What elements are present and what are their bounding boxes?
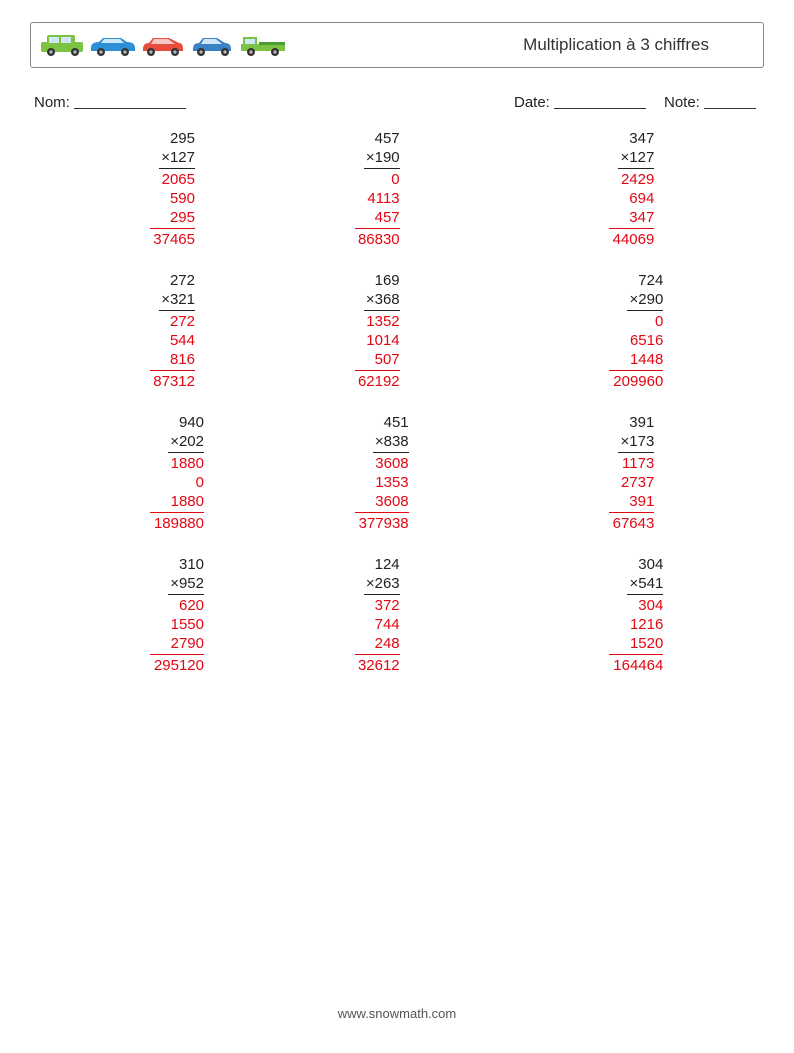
problem-cell: 347 ×127 2429 69434744069 [519,129,734,249]
car-icon [139,32,187,58]
multiplication-problem: 310 ×952 620 15502790295120 [150,555,204,675]
name-field: Nom: [34,92,514,111]
problems-grid: 295 ×127 2065 59029537465 457 ×190 04113… [90,129,734,675]
note-label: Note: [664,94,700,111]
multiplication-problem: 304 ×541 304 12161520164464 [609,555,663,675]
problem-cell: 295 ×127 2065 59029537465 [90,129,305,249]
problem-cell: 940 ×202 1880 01880189880 [90,413,305,533]
worksheet-title: Multiplication à 3 chiffres [523,35,749,55]
worksheet-page: Multiplication à 3 chiffres Nom: Date: N… [0,0,794,1053]
problem-cell: 272 ×321 272 54481687312 [90,271,305,391]
header-box: Multiplication à 3 chiffres [30,22,764,68]
multiplication-problem: 169 ×368 1352101450762192 [355,271,400,391]
name-blank [74,94,186,109]
footer-url: www.snowmath.com [0,1006,794,1021]
problem-cell: 169 ×368 1352101450762192 [305,271,520,391]
car-icons-row [39,32,287,58]
problem-cell: 451 ×838 3608 13533608377938 [305,413,520,533]
multiplication-problem: 451 ×838 3608 13533608377938 [355,413,409,533]
multiplication-problem: 391 ×173 1173273739167643 [609,413,654,533]
car-icon [39,32,87,58]
problem-cell: 724 ×290 0 65161448209960 [519,271,734,391]
multiplication-problem: 724 ×290 0 65161448209960 [609,271,663,391]
problem-cell: 457 ×190 0411345786830 [305,129,520,249]
car-icon [239,32,287,58]
meta-row: Nom: Date: Note: [34,92,760,111]
date-blank [554,94,646,109]
multiplication-problem: 272 ×321 272 54481687312 [150,271,195,391]
multiplication-problem: 347 ×127 2429 69434744069 [609,129,654,249]
multiplication-problem: 457 ×190 0411345786830 [355,129,400,249]
date-label: Date: [514,94,550,111]
problem-cell: 310 ×952 620 15502790295120 [90,555,305,675]
problem-cell: 391 ×173 1173273739167643 [519,413,734,533]
car-icon [89,32,137,58]
note-field: Note: [664,92,756,111]
multiplication-problem: 295 ×127 2065 59029537465 [150,129,195,249]
problem-cell: 304 ×541 304 12161520164464 [519,555,734,675]
multiplication-problem: 940 ×202 1880 01880189880 [150,413,204,533]
multiplication-problem: 124 ×263 372 74424832612 [355,555,400,675]
date-field: Date: [514,92,664,111]
name-label: Nom: [34,94,70,111]
note-blank [704,94,756,109]
problem-cell: 124 ×263 372 74424832612 [305,555,520,675]
car-icon [189,32,237,58]
